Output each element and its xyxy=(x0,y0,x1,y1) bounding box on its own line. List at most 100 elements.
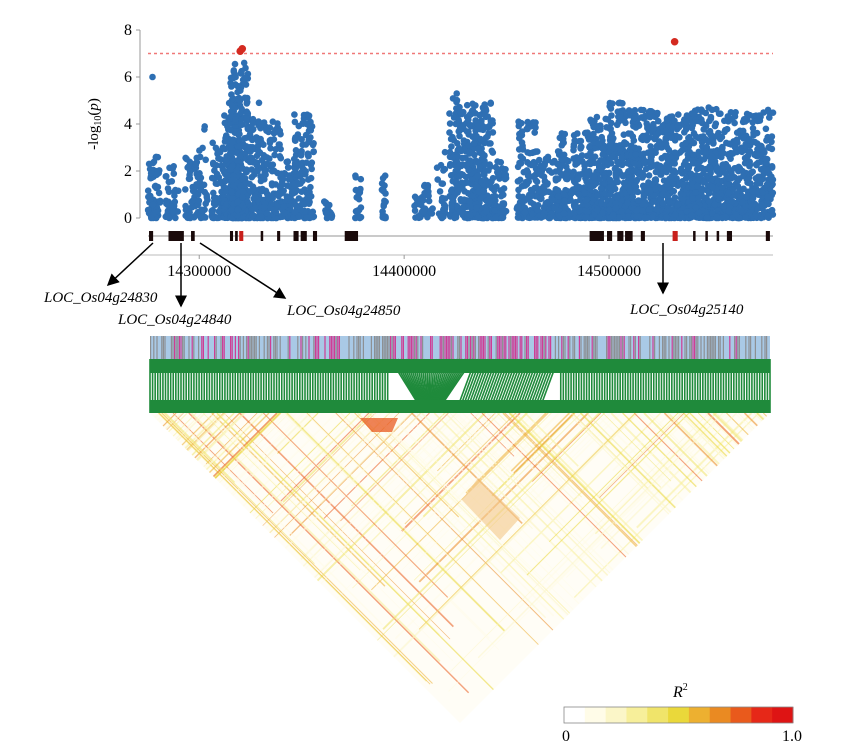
snp-point xyxy=(616,214,623,221)
snp-stripe xyxy=(239,336,241,359)
snp-point xyxy=(632,151,639,158)
snp-point xyxy=(606,206,613,213)
snp-point xyxy=(446,129,453,136)
snp-point xyxy=(685,164,692,172)
gene-block xyxy=(607,231,613,241)
ld-heat-stripe xyxy=(172,413,274,514)
snp-point xyxy=(559,161,566,169)
snp-point xyxy=(441,202,449,210)
snp-position-bar xyxy=(150,336,770,359)
snp-stripe xyxy=(622,336,624,359)
snp-point xyxy=(278,190,285,197)
snp-point xyxy=(186,214,194,222)
label-LOC_Os04g24830: LOC_Os04g24830 xyxy=(43,290,158,306)
snp-point xyxy=(355,195,363,203)
snp-point xyxy=(668,173,676,180)
snp-point xyxy=(210,189,217,197)
snp-point xyxy=(228,102,236,110)
snp-point xyxy=(539,213,547,220)
snp-stripe xyxy=(526,336,528,359)
r2-legend-min: 0 xyxy=(562,728,570,745)
gene-blocks xyxy=(149,231,770,241)
snp-point xyxy=(757,177,764,184)
snp-point xyxy=(726,180,733,188)
snp-point xyxy=(454,187,462,195)
snp-point xyxy=(631,114,638,122)
snp-point xyxy=(306,123,314,131)
snp-point xyxy=(302,141,310,148)
snp-point xyxy=(622,119,629,127)
snp-point xyxy=(242,64,249,72)
snp-stripe xyxy=(591,336,593,359)
y-tick-label: 6 xyxy=(124,69,132,86)
significant-snp-point xyxy=(670,37,679,46)
snp-point xyxy=(568,190,575,197)
arrow-LOC_Os04g24830 xyxy=(106,242,154,287)
snp-stripe xyxy=(714,336,716,359)
ld-heat-stripe xyxy=(150,413,246,652)
snp-point xyxy=(524,195,532,202)
snp-point xyxy=(524,159,531,166)
snp-point xyxy=(310,148,318,155)
snp-point xyxy=(618,100,626,107)
snp-stripe xyxy=(305,336,307,359)
snp-point xyxy=(625,212,632,220)
snp-stripe xyxy=(156,336,158,359)
snp-point xyxy=(518,119,525,127)
ld-heat-stripe xyxy=(493,413,606,526)
snp-point xyxy=(477,195,484,203)
snp-point xyxy=(382,213,389,221)
snp-point xyxy=(602,115,609,123)
snp-point xyxy=(451,214,458,222)
snp-point xyxy=(155,189,163,197)
snp-point xyxy=(491,207,499,214)
snp-point xyxy=(228,163,236,170)
snp-point xyxy=(239,188,247,195)
snp-stripe xyxy=(479,336,481,359)
snp-point xyxy=(577,171,584,178)
snp-point xyxy=(606,169,613,177)
snp-point xyxy=(728,170,735,177)
snp-point xyxy=(258,120,266,128)
snp-stripe xyxy=(252,336,254,359)
ld-heat-stripe xyxy=(304,413,463,570)
ld-heat-stripe xyxy=(753,413,770,484)
snp-stripe xyxy=(617,336,619,359)
snp-point xyxy=(541,203,548,211)
snp-point xyxy=(690,110,697,118)
snp-point xyxy=(650,198,657,205)
snp-stripe xyxy=(510,336,512,359)
snp-point xyxy=(590,130,597,138)
snp-stripe xyxy=(297,336,299,359)
snp-point xyxy=(459,161,467,168)
snp-point xyxy=(542,179,549,187)
snp-stripe xyxy=(545,336,547,359)
ld-heat-stripe xyxy=(150,413,177,607)
snp-point xyxy=(762,125,770,133)
snp-point xyxy=(609,212,617,220)
snp-stripe xyxy=(466,336,468,359)
snp-stripe xyxy=(710,336,712,359)
snp-point xyxy=(639,207,646,214)
snp-stripe xyxy=(502,336,504,359)
snp-point xyxy=(429,205,436,212)
snp-point xyxy=(498,214,505,222)
snp-stripe xyxy=(266,336,268,359)
snp-point xyxy=(608,130,616,137)
snp-point xyxy=(532,119,539,126)
snp-point xyxy=(739,134,747,142)
snp-point xyxy=(382,198,389,206)
snp-point xyxy=(725,207,732,215)
snp-point xyxy=(448,202,455,209)
snp-stripe xyxy=(231,336,233,359)
snp-point xyxy=(229,195,236,202)
snp-point xyxy=(470,140,478,147)
snp-point xyxy=(448,143,455,150)
snp-point xyxy=(465,166,472,174)
ld-heat-stripe xyxy=(756,413,770,685)
snp-point xyxy=(436,188,444,195)
snp-point xyxy=(692,189,699,196)
snp-stripe xyxy=(615,336,617,359)
snp-stripe xyxy=(607,336,609,359)
snp-point xyxy=(713,165,721,172)
